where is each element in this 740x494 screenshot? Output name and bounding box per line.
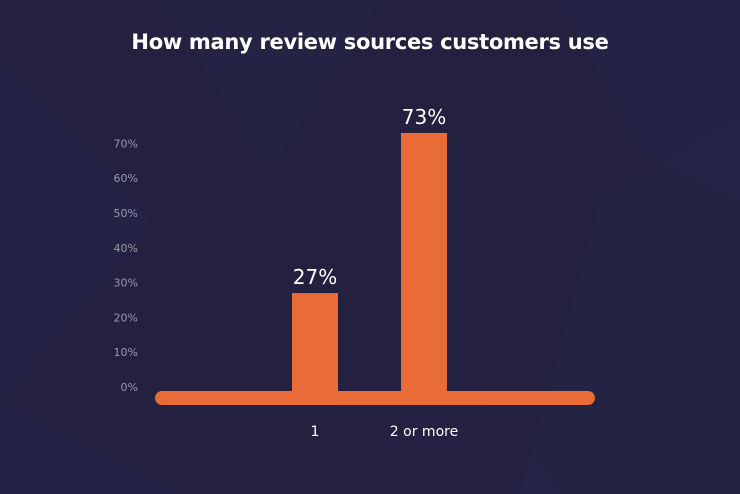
y-tick-label: 20% (114, 311, 138, 324)
bar (292, 293, 338, 398)
bar (401, 132, 447, 398)
data-label: 73% (402, 105, 446, 129)
y-tick-label: 70% (114, 137, 138, 150)
y-tick-label: 40% (114, 242, 138, 255)
chart-title: How many review sources customers use (131, 30, 609, 54)
data-label: 27% (293, 265, 337, 289)
y-axis-ticks: 0% 10% 20% 30% 40% 50% 60% 70% (114, 137, 138, 394)
y-tick-label: 10% (114, 346, 138, 359)
category-labels: 1 2 or more (311, 424, 459, 440)
y-tick-label: 60% (114, 172, 138, 185)
y-tick-label: 50% (114, 207, 138, 220)
category-label: 1 (311, 424, 320, 440)
y-tick-label: 0% (121, 381, 138, 394)
category-label: 2 or more (390, 424, 458, 440)
y-tick-label: 30% (114, 277, 138, 290)
bars: 27% 73% (292, 105, 447, 398)
baseline-bar (155, 391, 595, 405)
